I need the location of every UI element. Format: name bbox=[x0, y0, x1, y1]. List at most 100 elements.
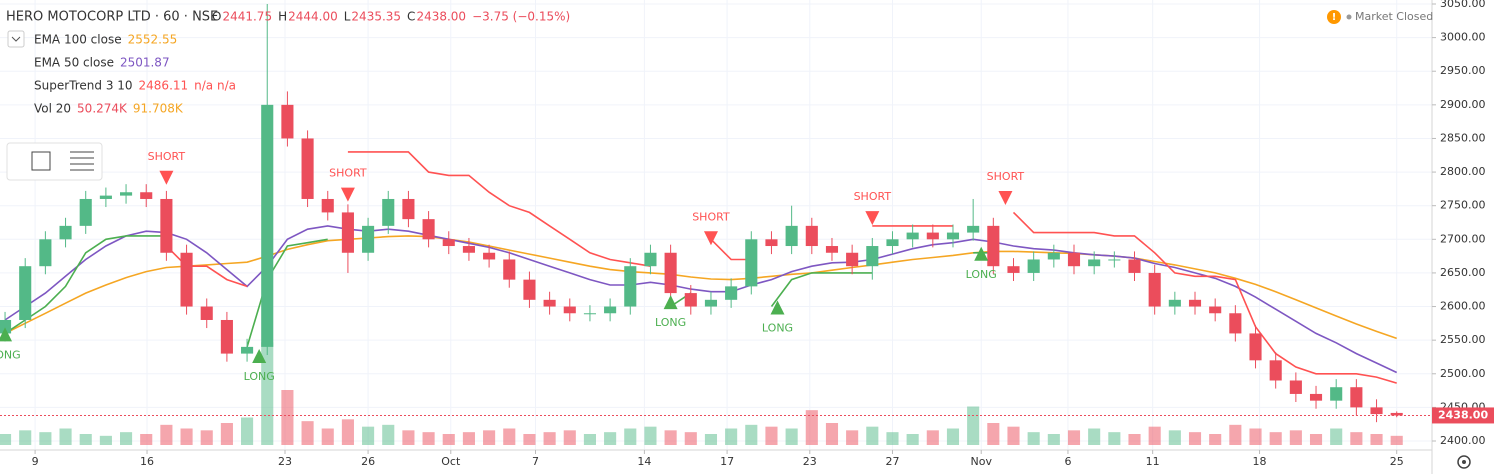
candle-body bbox=[0, 319, 12, 334]
signal-marker bbox=[340, 187, 355, 202]
signal-label: SHORT bbox=[329, 167, 367, 180]
candle-body bbox=[362, 225, 375, 253]
candle-body bbox=[987, 225, 1000, 267]
volume-bar bbox=[341, 419, 354, 445]
candle-body bbox=[442, 239, 455, 247]
volume-bar bbox=[503, 428, 516, 445]
volume-bar bbox=[1047, 434, 1060, 445]
volume-bar bbox=[1027, 432, 1040, 445]
grid bbox=[0, 0, 1432, 450]
candle-body bbox=[341, 212, 354, 253]
y-tick-label: 2500.00 bbox=[1440, 367, 1486, 380]
legend-toggle[interactable] bbox=[7, 30, 25, 48]
volume-bar bbox=[825, 423, 839, 445]
volume-bar bbox=[362, 426, 375, 445]
volume-bar bbox=[967, 406, 980, 445]
x-tick-label: Oct bbox=[441, 455, 461, 468]
volume-bar bbox=[866, 426, 879, 445]
drawing-toolbar[interactable] bbox=[6, 142, 103, 181]
ohlc-value: 2438.00 bbox=[416, 10, 466, 24]
y-tick-label: 2850.00 bbox=[1440, 131, 1486, 144]
x-tick-label: 27 bbox=[885, 455, 899, 468]
candle-layer bbox=[0, 4, 1403, 423]
volume-bar bbox=[765, 426, 778, 445]
volume-bar bbox=[402, 430, 415, 445]
volume-bar bbox=[59, 428, 72, 445]
settings-button[interactable] bbox=[1457, 455, 1471, 469]
volume-bar bbox=[19, 430, 32, 445]
x-tick-label: 23 bbox=[278, 455, 292, 468]
y-tick-label: 2700.00 bbox=[1440, 232, 1486, 245]
volume-bar bbox=[1128, 434, 1141, 445]
candle-body bbox=[1370, 407, 1383, 415]
candle-body bbox=[745, 239, 758, 287]
candle-body bbox=[704, 299, 718, 307]
volume-bar bbox=[1067, 430, 1081, 445]
signal-label: LONG bbox=[762, 322, 793, 335]
candle-body bbox=[462, 246, 475, 253]
volume-bar bbox=[785, 428, 798, 445]
indicator-layer bbox=[4, 151, 1398, 384]
volume-layer bbox=[0, 342, 1403, 445]
candle-body bbox=[967, 225, 980, 233]
candle-body bbox=[1168, 299, 1181, 307]
candle-body bbox=[19, 266, 32, 320]
candle-body bbox=[926, 232, 939, 240]
candle-body bbox=[220, 319, 233, 354]
candle-body bbox=[1269, 360, 1282, 381]
x-tick-label: 9 bbox=[32, 455, 39, 468]
candle-body bbox=[543, 299, 556, 307]
volume-bar bbox=[301, 421, 314, 445]
signal-marker bbox=[0, 327, 13, 342]
volume-bar bbox=[906, 434, 919, 445]
x-tick-label: 11 bbox=[1146, 455, 1160, 468]
candle-body bbox=[664, 252, 677, 294]
status-icon: ! bbox=[1332, 12, 1337, 23]
candle-body bbox=[825, 246, 839, 253]
signal-label: LONG bbox=[966, 268, 997, 281]
volume-bar bbox=[644, 426, 657, 445]
signal-marker bbox=[998, 190, 1013, 205]
signal-label: LONG bbox=[655, 316, 686, 329]
candle-body bbox=[886, 239, 899, 247]
volume-bar bbox=[462, 432, 475, 445]
candle-body bbox=[59, 225, 72, 240]
volume-bar bbox=[281, 390, 294, 445]
candle-body bbox=[1027, 259, 1040, 273]
status-text: Market Closed bbox=[1355, 10, 1433, 23]
ema-line bbox=[4, 225, 1398, 374]
volume-bar bbox=[624, 428, 637, 445]
volume-bar bbox=[543, 432, 556, 445]
candle-body bbox=[422, 219, 435, 240]
candle-body bbox=[1148, 272, 1161, 307]
x-tick-label: 23 bbox=[803, 455, 817, 468]
volume-bar bbox=[39, 432, 52, 445]
x-tick-label: Nov bbox=[970, 455, 992, 468]
volume-bar bbox=[1350, 432, 1363, 445]
legend-value: n/a n/a bbox=[194, 79, 236, 93]
legend-value: 2501.87 bbox=[120, 56, 170, 70]
volume-bar bbox=[583, 434, 596, 445]
candle-body bbox=[402, 198, 415, 220]
candle-body bbox=[1330, 387, 1343, 401]
legend-value: 91.708K bbox=[133, 102, 184, 116]
x-tick-label: 26 bbox=[361, 455, 375, 468]
volume-bar bbox=[1370, 434, 1383, 445]
volume-bar bbox=[483, 430, 496, 445]
supertrend-down bbox=[165, 151, 1397, 384]
candle-body bbox=[382, 198, 395, 226]
candle-body bbox=[866, 246, 879, 267]
candle-body bbox=[583, 313, 596, 315]
candle-body bbox=[261, 104, 274, 347]
signal-label: SHORT bbox=[692, 210, 730, 223]
ohlc-key: C bbox=[407, 10, 415, 24]
candle-body bbox=[1067, 252, 1081, 267]
ohlc-value: 2441.75 bbox=[222, 10, 272, 24]
legend-name: EMA 100 close bbox=[34, 33, 122, 47]
candle-body bbox=[1108, 259, 1121, 261]
candle-body bbox=[563, 306, 576, 314]
candle-body bbox=[281, 104, 294, 139]
volume-bar bbox=[987, 423, 1000, 445]
